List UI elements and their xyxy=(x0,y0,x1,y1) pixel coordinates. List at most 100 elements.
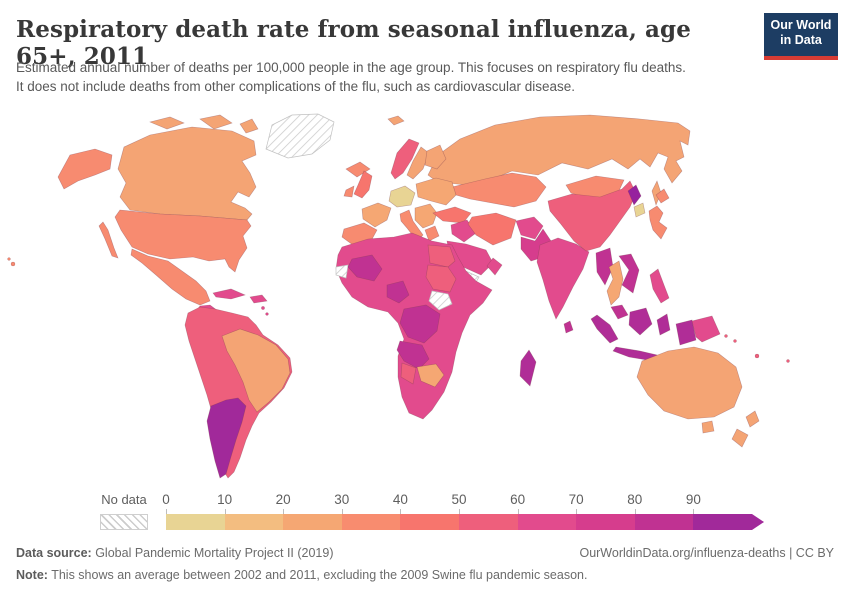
legend-arrow xyxy=(752,514,764,530)
legend-tick-mark xyxy=(400,509,402,514)
chart-subtitle: Estimated annual number of deaths per 10… xyxy=(16,58,776,96)
region-china[interactable] xyxy=(547,180,637,252)
region-germany-central-europe[interactable] xyxy=(388,185,416,208)
region-greece[interactable] xyxy=(424,225,440,242)
region-south-sudan[interactable] xyxy=(428,290,453,311)
region-pacific-islands[interactable] xyxy=(786,359,790,363)
region-madagascar[interactable] xyxy=(519,349,537,387)
data-source: Data source: Global Pandemic Mortality P… xyxy=(16,546,334,560)
region-argentina-chile[interactable] xyxy=(206,397,247,479)
owid-url-link[interactable]: OurWorldinData.org/influenza-deaths | CC… xyxy=(579,546,834,560)
map-legend: No data 0 10 20 30 40 50 60 70 80 90 xyxy=(0,490,850,538)
region-myanmar[interactable] xyxy=(595,247,614,286)
data-source-label: Data source: xyxy=(16,546,92,560)
legend-tick-mark xyxy=(283,509,285,514)
region-papua-new-guinea[interactable] xyxy=(691,315,721,343)
region-norway[interactable] xyxy=(390,138,420,180)
world-map xyxy=(7,113,790,479)
note-text: This shows an average between 2002 and 2… xyxy=(47,568,588,582)
region-cuba[interactable] xyxy=(212,288,246,300)
region-nigeria[interactable] xyxy=(386,280,410,304)
no-data-swatch[interactable] xyxy=(100,514,148,530)
region-hawaii[interactable] xyxy=(7,257,11,261)
legend-segment-7[interactable] xyxy=(576,514,635,530)
legend-segment-3[interactable] xyxy=(341,514,401,530)
legend-segment-0[interactable] xyxy=(166,514,225,530)
legend-tick-label: 90 xyxy=(685,492,701,507)
legend-tick-label: 80 xyxy=(627,492,643,507)
region-australia[interactable] xyxy=(636,346,743,434)
region-vietnam-laos-cambodia[interactable] xyxy=(618,253,640,294)
legend-tick-label: 70 xyxy=(568,492,584,507)
region-oman[interactable] xyxy=(486,257,503,276)
region-iran[interactable] xyxy=(467,212,517,246)
region-kazakhstan-central-asia[interactable] xyxy=(451,172,547,208)
region-sweden[interactable] xyxy=(406,146,430,180)
footer-note: Note: This shows an average between 2002… xyxy=(16,568,834,582)
legend-tick-mark xyxy=(459,509,460,514)
owid-logo[interactable]: Our World in Data xyxy=(764,13,838,60)
legend-segment-6[interactable] xyxy=(517,514,577,530)
region-svalbard[interactable] xyxy=(387,115,405,126)
region-north-korea[interactable] xyxy=(627,184,642,206)
region-balkans[interactable] xyxy=(414,203,438,229)
region-western-sahara[interactable] xyxy=(335,264,349,279)
region-india[interactable] xyxy=(536,237,590,320)
region-mexico[interactable] xyxy=(98,221,211,306)
legend-tick-mark xyxy=(166,509,167,514)
region-pacific-islands[interactable] xyxy=(733,339,737,343)
region-drc[interactable] xyxy=(399,304,441,344)
region-malaysia[interactable] xyxy=(610,304,629,320)
legend-tick-label: 20 xyxy=(275,492,291,507)
region-eastern-europe[interactable] xyxy=(415,177,457,206)
region-caribbean-islands[interactable] xyxy=(265,312,269,316)
legend-tick-label: 10 xyxy=(217,492,233,507)
region-afghanistan[interactable] xyxy=(515,216,544,240)
region-egypt[interactable] xyxy=(427,244,456,268)
chart-title: Respiratory death rate from seasonal inf… xyxy=(16,16,691,70)
legend-segment-2[interactable] xyxy=(283,514,342,530)
legend-segment-8[interactable] xyxy=(634,514,694,530)
region-turkey[interactable] xyxy=(432,206,472,224)
legend-segment-9[interactable] xyxy=(693,514,752,530)
region-greenland[interactable] xyxy=(265,113,335,159)
no-data-label: No data xyxy=(101,492,147,507)
region-japan[interactable] xyxy=(648,188,670,240)
legend-tick-mark xyxy=(634,509,636,514)
region-sudan[interactable] xyxy=(425,264,457,293)
legend-segment-5[interactable] xyxy=(458,514,518,530)
region-usa[interactable] xyxy=(57,148,252,273)
logo-line-2: in Data xyxy=(780,33,822,47)
legend-tick-label: 30 xyxy=(334,492,350,507)
region-namibia[interactable] xyxy=(400,362,417,385)
region-philippines[interactable] xyxy=(649,268,670,304)
region-caribbean-islands[interactable] xyxy=(261,306,265,310)
region-ireland[interactable] xyxy=(343,185,355,198)
region-hawaii[interactable] xyxy=(10,261,16,267)
region-brazil[interactable] xyxy=(221,328,291,413)
region-iceland[interactable] xyxy=(345,161,371,178)
region-france[interactable] xyxy=(361,202,392,228)
region-new-zealand[interactable] xyxy=(731,410,760,448)
legend-tick-mark xyxy=(341,509,343,514)
region-canada[interactable] xyxy=(117,114,259,221)
region-pacific-islands[interactable] xyxy=(724,334,728,338)
region-finland[interactable] xyxy=(424,144,447,170)
legend-tick-mark xyxy=(693,509,695,514)
legend-tick-mark xyxy=(576,509,578,514)
data-source-value: Global Pandemic Mortality Project II (20… xyxy=(91,546,334,560)
region-south-korea[interactable] xyxy=(633,202,646,218)
region-sri-lanka[interactable] xyxy=(563,320,574,334)
region-thailand[interactable] xyxy=(606,260,624,306)
region-botswana-zimbabwe[interactable] xyxy=(416,363,445,388)
region-hispaniola[interactable] xyxy=(249,294,268,304)
legend-tick-label: 40 xyxy=(392,492,408,507)
legend-tick-label: 0 xyxy=(162,492,170,507)
region-united-kingdom[interactable] xyxy=(353,170,373,199)
note-label: Note: xyxy=(16,568,48,582)
legend-segment-4[interactable] xyxy=(400,514,459,530)
region-mali[interactable] xyxy=(347,254,383,282)
region-pacific-islands[interactable] xyxy=(754,353,760,359)
legend-segment-1[interactable] xyxy=(224,514,284,530)
